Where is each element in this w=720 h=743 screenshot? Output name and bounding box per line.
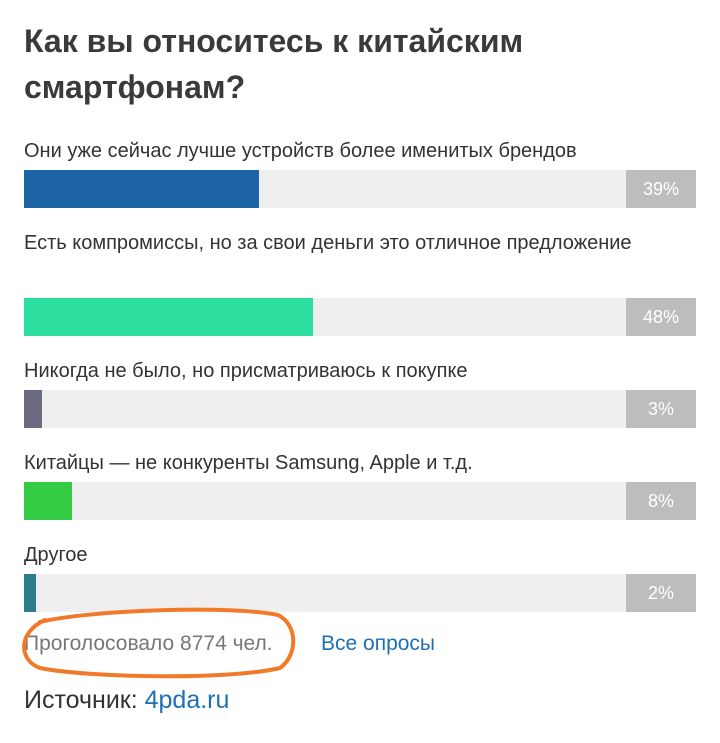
poll-option-label: Они уже сейчас лучше устройств более име…: [24, 140, 577, 162]
poll-option-percent: 39%: [626, 170, 696, 208]
poll-option-label: Другое: [24, 544, 88, 566]
poll-option-label: Китайцы — не конкуренты Samsung, Apple и…: [24, 452, 473, 474]
poll-option-bar[interactable]: [24, 390, 626, 428]
poll-option-fill: [24, 482, 73, 520]
poll-option-percent: 3%: [626, 390, 696, 428]
poll-option-fill: [24, 298, 313, 336]
poll-option-fill: [24, 390, 43, 428]
source-line: Источник: 4pda.ru: [24, 686, 229, 715]
source-link[interactable]: 4pda.ru: [144, 686, 230, 714]
poll-option-fill: [24, 170, 259, 208]
poll-option-fill: [24, 574, 37, 612]
poll-option-label: Есть компромиссы, но за свои деньги это …: [24, 232, 632, 254]
poll-option-bar[interactable]: [24, 574, 626, 612]
poll-option-bar[interactable]: [24, 298, 626, 336]
poll-option-percent: 2%: [626, 574, 696, 612]
poll-option-bar[interactable]: [24, 170, 626, 208]
poll-option-percent: 48%: [626, 298, 696, 336]
votes-count: Проголосовало 8774 чел.: [24, 632, 273, 655]
poll-option-percent: 8%: [626, 482, 696, 520]
all-polls-link[interactable]: Все опросы: [321, 632, 436, 655]
poll-option-label: Никогда не было, но присматриваюсь к пок…: [24, 360, 468, 382]
poll-title: Как вы относитесь к китайским смартфонам…: [24, 23, 524, 105]
source-prefix: Источник:: [24, 686, 145, 714]
poll-option-bar[interactable]: [24, 482, 626, 520]
